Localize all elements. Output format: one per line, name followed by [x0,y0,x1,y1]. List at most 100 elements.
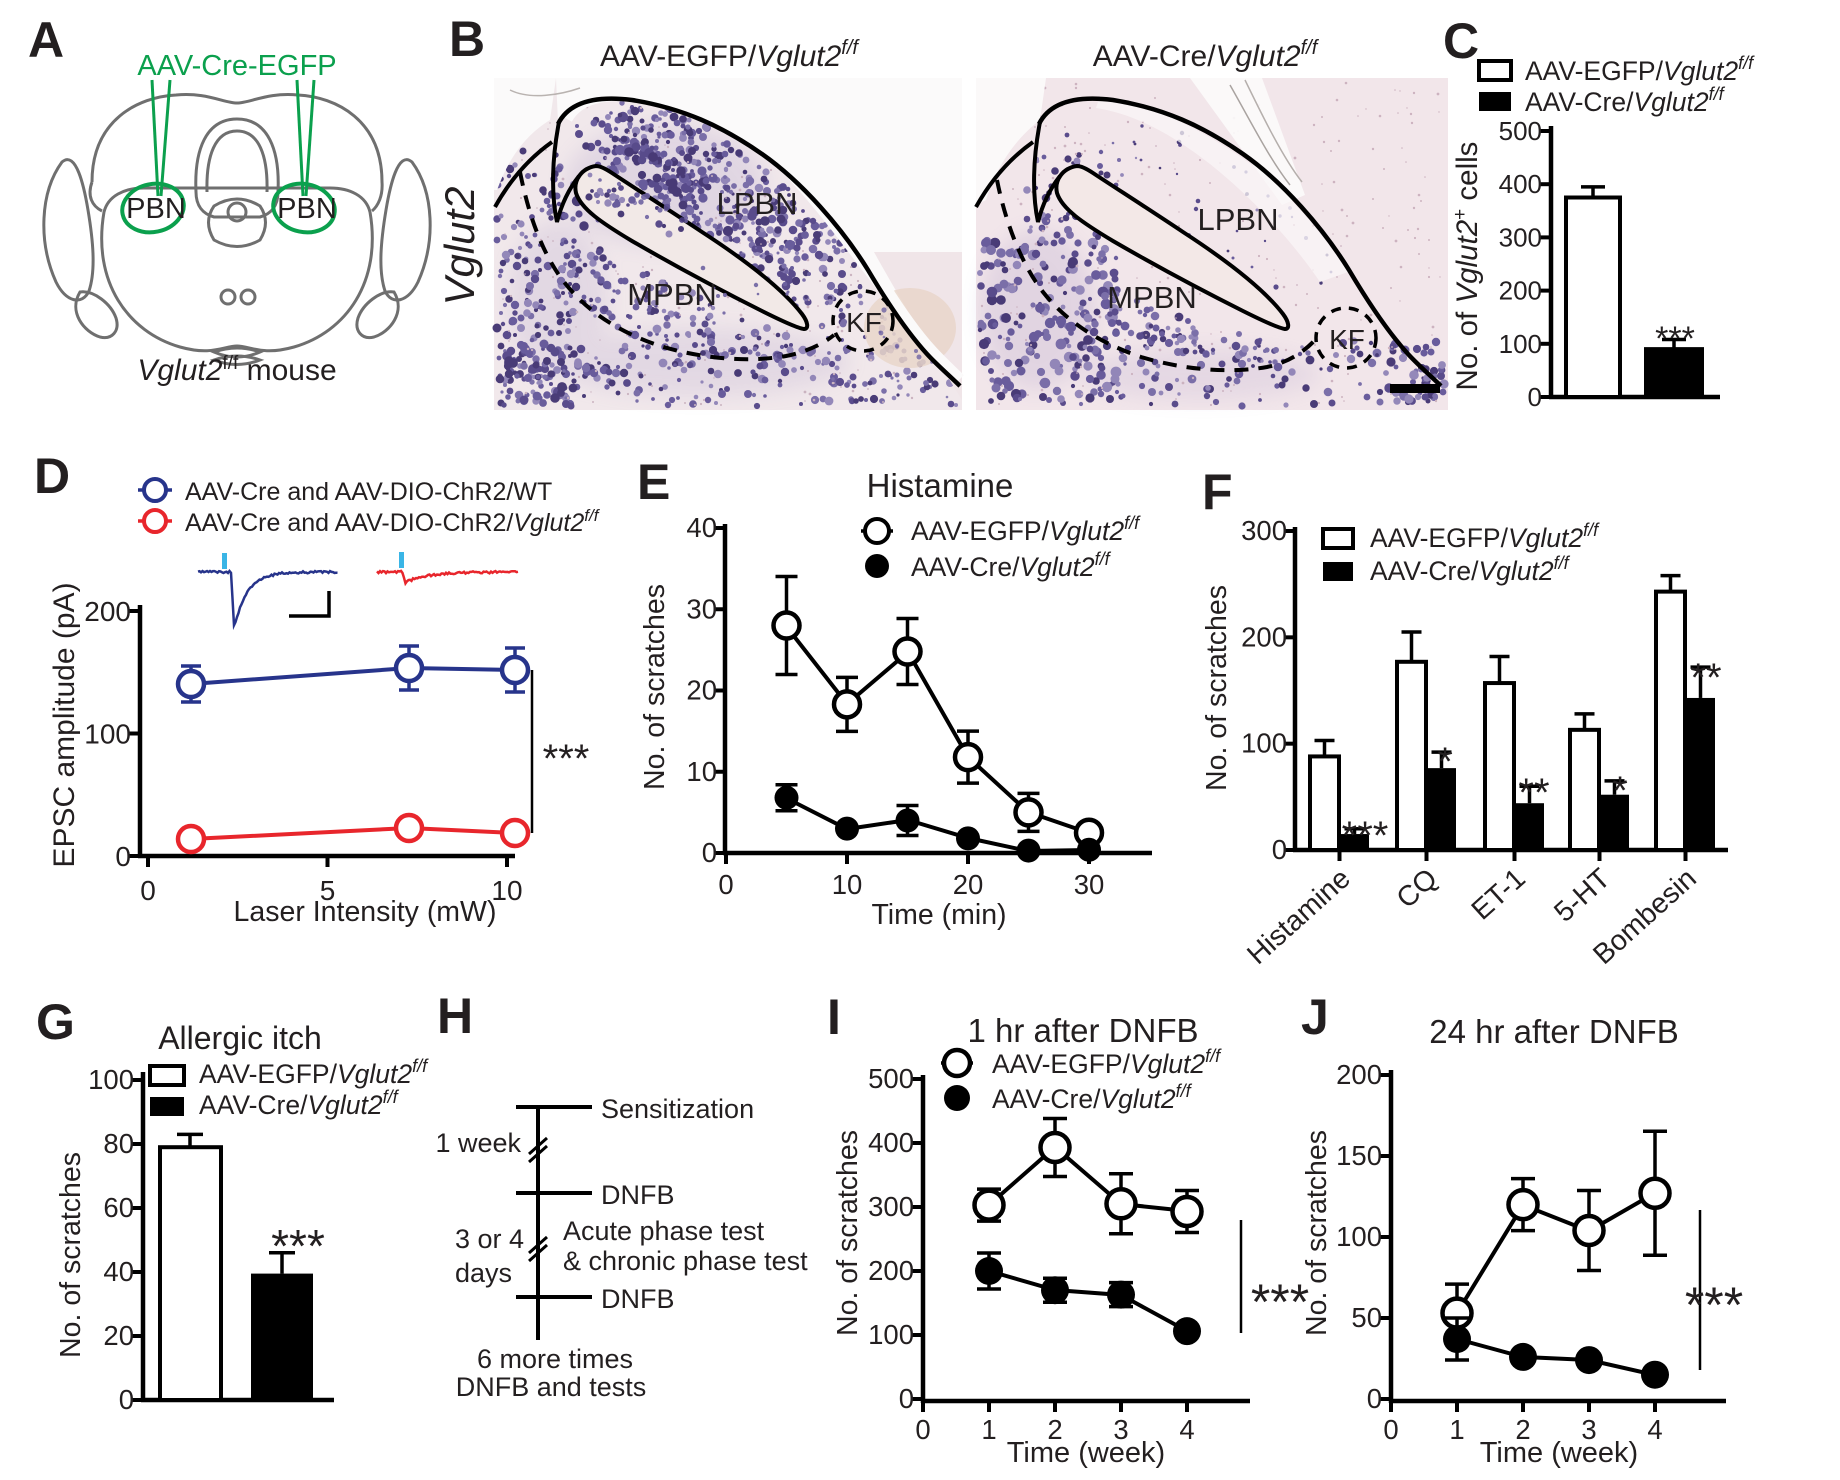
svg-text:30: 30 [686,593,717,624]
svg-text:AAV-Cre-EGFP: AAV-Cre-EGFP [137,50,336,82]
svg-text:100: 100 [1336,1221,1382,1252]
svg-text:No. of scratches: No. of scratches [639,584,671,790]
svg-text:H: H [437,988,473,1044]
svg-text:EPSC amplitude (pA): EPSC amplitude (pA) [48,582,81,867]
svg-text:300: 300 [1499,222,1542,252]
svg-text:10: 10 [686,756,717,787]
svg-text:10: 10 [491,875,522,906]
svg-text:100: 100 [1499,329,1542,359]
svg-text:20: 20 [103,1320,134,1351]
svg-text:5-HT: 5-HT [1548,862,1616,928]
svg-text:2: 2 [1515,1414,1530,1445]
svg-text:40: 40 [103,1256,134,1287]
svg-text:0: 0 [702,837,717,868]
svg-text:Histamine: Histamine [867,467,1014,504]
svg-text:AAV-Cre and AAV-DIO-ChR2/WT: AAV-Cre and AAV-DIO-ChR2/WT [185,478,552,506]
svg-text:AAV-EGFP/Vglut2f/f: AAV-EGFP/Vglut2f/f [1370,520,1600,553]
svg-text:No. of scratches: No. of scratches [1301,1130,1333,1336]
svg-text:*: * [1612,769,1628,813]
svg-text:20: 20 [953,869,984,900]
svg-text:1 week: 1 week [435,1128,521,1158]
svg-text:Vglut2: Vglut2 [436,186,483,305]
svg-text:Time (week): Time (week) [1480,1437,1638,1469]
svg-text:3: 3 [1581,1414,1596,1445]
svg-text:200: 200 [1336,1059,1382,1090]
svg-text:*: * [1437,740,1453,784]
svg-text:0: 0 [915,1414,930,1445]
svg-text:D: D [34,448,70,504]
svg-text:LPBN: LPBN [717,186,798,221]
svg-text:200: 200 [1499,276,1542,306]
svg-text:Sensitization: Sensitization [601,1094,754,1124]
svg-text:Vglut2f/f mouse: Vglut2f/f mouse [137,353,336,387]
svg-text:80: 80 [103,1128,134,1159]
svg-text:0: 0 [1383,1414,1398,1445]
svg-text:***: *** [1342,814,1389,858]
svg-text:AAV-EGFP/Vglut2f/f: AAV-EGFP/Vglut2f/f [600,37,860,73]
svg-text:No. of scratches: No. of scratches [1201,585,1233,791]
svg-text:DNFB and tests: DNFB and tests [456,1372,647,1402]
svg-text:300: 300 [868,1191,914,1222]
svg-text:G: G [36,994,75,1050]
svg-text:No. of Vglut2+ cells: No. of Vglut2+ cells [1450,142,1484,391]
svg-text:J: J [1301,989,1329,1045]
svg-text:A: A [28,12,64,68]
svg-text:500: 500 [868,1063,914,1094]
svg-text:100: 100 [84,719,131,750]
svg-text:AAV-Cre/Vglut2f/f: AAV-Cre/Vglut2f/f [199,1087,400,1120]
svg-text:E: E [637,454,670,510]
svg-text:AAV-Cre and AAV-DIO-ChR2/Vglut: AAV-Cre and AAV-DIO-ChR2/Vglut2f/f [185,506,601,537]
svg-text:AAV-Cre/Vglut2f/f: AAV-Cre/Vglut2f/f [1093,37,1320,73]
svg-text:4: 4 [1647,1414,1662,1445]
svg-text:0: 0 [718,869,733,900]
svg-text:AAV-EGFP/Vglut2f/f: AAV-EGFP/Vglut2f/f [911,513,1141,546]
svg-text:AAV-EGFP/Vglut2f/f: AAV-EGFP/Vglut2f/f [1525,53,1755,86]
svg-text:200: 200 [868,1255,914,1286]
svg-text:I: I [827,989,841,1045]
svg-text:0: 0 [115,841,131,872]
svg-text:***: *** [1655,320,1695,358]
svg-text:40: 40 [686,512,717,543]
svg-text:***: *** [1251,1274,1309,1330]
svg-text:3 or 4: 3 or 4 [455,1224,524,1254]
svg-text:3: 3 [1113,1414,1128,1445]
svg-text:20: 20 [686,675,717,706]
svg-text:60: 60 [103,1192,134,1223]
svg-text:400: 400 [868,1127,914,1158]
svg-text:B: B [449,11,485,67]
svg-text:100: 100 [88,1064,134,1095]
svg-text:F: F [1202,464,1233,520]
svg-text:**: ** [1690,656,1721,700]
svg-text:PBN: PBN [126,193,186,225]
svg-text:***: *** [271,1220,325,1272]
svg-text:AAV-Cre/Vglut2f/f: AAV-Cre/Vglut2f/f [1370,553,1571,586]
svg-text:AAV-Cre/Vglut2f/f: AAV-Cre/Vglut2f/f [992,1081,1193,1114]
svg-text:C: C [1443,13,1479,69]
svg-text:200: 200 [1241,621,1287,652]
svg-text:30: 30 [1074,869,1105,900]
svg-text:0: 0 [1528,382,1542,412]
svg-text:No. of scratches: No. of scratches [55,1152,87,1358]
svg-text:2: 2 [1047,1414,1062,1445]
svg-text:400: 400 [1499,169,1542,199]
svg-text:& chronic phase test: & chronic phase test [563,1246,808,1276]
svg-text:5: 5 [320,875,336,906]
svg-text:1 hr after DNFB: 1 hr after DNFB [967,1012,1198,1049]
svg-text:Time (week): Time (week) [1007,1437,1165,1469]
svg-text:Allergic itch: Allergic itch [158,1020,322,1056]
svg-text:***: *** [1685,1277,1743,1333]
svg-text:0: 0 [1272,834,1287,865]
svg-text:0: 0 [899,1383,914,1414]
svg-text:100: 100 [1241,728,1287,759]
svg-text:0: 0 [140,875,156,906]
svg-text:0: 0 [119,1384,134,1415]
svg-text:**: ** [1518,771,1549,815]
svg-text:10: 10 [832,869,863,900]
svg-text:ET-1: ET-1 [1466,862,1532,926]
svg-text:4: 4 [1179,1414,1194,1445]
svg-text:***: *** [543,737,590,781]
svg-text:CQ: CQ [1391,862,1444,914]
svg-text:AAV-Cre/Vglut2f/f: AAV-Cre/Vglut2f/f [1525,84,1726,117]
svg-text:100: 100 [868,1319,914,1350]
svg-text:200: 200 [84,596,131,627]
